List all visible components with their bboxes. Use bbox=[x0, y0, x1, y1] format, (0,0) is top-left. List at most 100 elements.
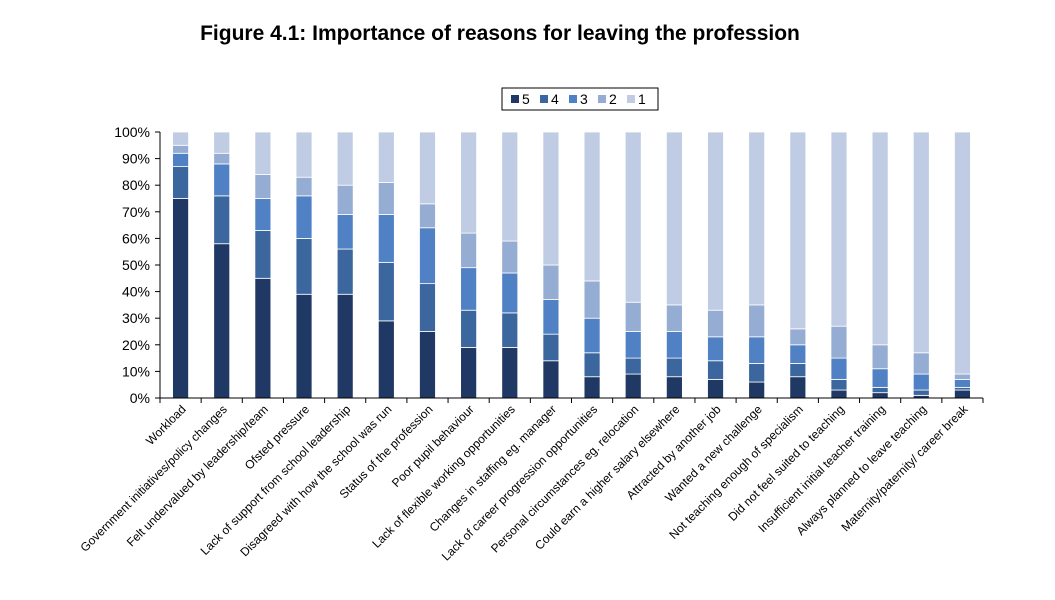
bar-segment-3 bbox=[707, 336, 724, 362]
bar-segment-4 bbox=[254, 230, 272, 279]
bar-segment-3 bbox=[501, 272, 519, 314]
bar-stack bbox=[624, 131, 642, 399]
bar-segment-3 bbox=[912, 373, 930, 391]
y-tick-label: 20% bbox=[122, 337, 150, 353]
bar-stack bbox=[460, 131, 478, 399]
bar-segment-3 bbox=[583, 317, 601, 354]
x-category-label: Could earn a higher salary elsewhere bbox=[532, 402, 683, 553]
bar-segment-5 bbox=[377, 320, 395, 399]
bar-segment-2 bbox=[912, 352, 930, 375]
bar-segment-5 bbox=[830, 389, 848, 399]
bar-segment-1 bbox=[707, 131, 724, 311]
bar-segment-3 bbox=[295, 195, 313, 239]
bar-segment-1 bbox=[789, 131, 807, 330]
bar-segment-2 bbox=[954, 373, 971, 380]
bar-segment-4 bbox=[583, 352, 601, 378]
bar-stack bbox=[871, 131, 889, 399]
bar-segment-4 bbox=[748, 363, 766, 383]
legend-swatch-4 bbox=[540, 95, 548, 103]
bar-segment-1 bbox=[748, 131, 766, 306]
bar-segment-1 bbox=[336, 131, 354, 186]
legend-label-4: 4 bbox=[551, 91, 559, 107]
bar-segment-4 bbox=[830, 378, 848, 391]
legend-label-1: 1 bbox=[638, 91, 646, 107]
y-tick-label: 100% bbox=[114, 124, 150, 140]
x-category-label: Disagreed with how the school was run bbox=[237, 402, 394, 559]
bar-segment-1 bbox=[172, 131, 189, 146]
bar-segment-3 bbox=[830, 357, 848, 380]
x-category-label: Government initiatives/policy changes bbox=[78, 402, 230, 554]
bar-stack bbox=[419, 131, 436, 399]
bar-segment-2 bbox=[789, 328, 807, 346]
bar-segment-4 bbox=[460, 309, 478, 348]
bar-segment-4 bbox=[213, 195, 231, 245]
legend-label-3: 3 bbox=[580, 91, 588, 107]
bar-stack bbox=[954, 131, 971, 399]
bars bbox=[172, 131, 971, 399]
bar-segment-2 bbox=[665, 304, 683, 332]
bar-segment-4 bbox=[336, 248, 354, 295]
bar-segment-4 bbox=[624, 357, 642, 375]
legend-label-2: 2 bbox=[609, 91, 617, 107]
bar-segment-4 bbox=[501, 312, 519, 348]
bar-segment-4 bbox=[789, 363, 807, 378]
bar-segment-2 bbox=[871, 344, 889, 370]
bar-segment-2 bbox=[460, 232, 478, 269]
bar-segment-2 bbox=[336, 184, 354, 215]
bar-stack bbox=[377, 131, 395, 399]
bar-segment-1 bbox=[295, 131, 313, 178]
legend-swatch-1 bbox=[627, 95, 635, 103]
bar-segment-3 bbox=[419, 227, 436, 285]
y-tick-label: 90% bbox=[122, 151, 150, 167]
y-axis: 0% 10% 20% 30% 40% 50% 60% 70% 80% 90% 100% bbox=[114, 124, 161, 406]
bar-segment-2 bbox=[583, 280, 601, 319]
legend-box bbox=[501, 87, 659, 111]
bar-segment-4 bbox=[172, 166, 189, 199]
bar-segment-3 bbox=[460, 267, 478, 311]
bar-stack bbox=[830, 131, 848, 399]
bar-segment-4 bbox=[377, 261, 395, 322]
bar-segment-3 bbox=[871, 368, 889, 388]
bar-segment-1 bbox=[213, 131, 231, 154]
bar-stack bbox=[583, 131, 601, 399]
legend-swatch-5 bbox=[511, 95, 519, 103]
bar-segment-4 bbox=[871, 386, 889, 394]
bar-segment-2 bbox=[707, 309, 724, 338]
bar-segment-5 bbox=[172, 198, 189, 399]
bar-stack bbox=[501, 131, 519, 399]
bar-segment-5 bbox=[501, 347, 519, 399]
y-tick-label: 70% bbox=[122, 204, 150, 220]
legend-swatch-2 bbox=[598, 95, 606, 103]
bar-segment-1 bbox=[377, 131, 395, 183]
bar-stack bbox=[254, 131, 272, 399]
bar-segment-2 bbox=[254, 174, 272, 199]
bar-segment-2 bbox=[542, 264, 560, 300]
bar-segment-5 bbox=[583, 376, 601, 399]
bar-stack bbox=[542, 131, 560, 399]
x-category-label: Lack of career progression opportunities bbox=[439, 402, 600, 563]
bar-segment-2 bbox=[624, 301, 642, 332]
bar-segment-3 bbox=[665, 331, 683, 359]
bar-segment-1 bbox=[583, 131, 601, 282]
bar-segment-1 bbox=[871, 131, 889, 346]
x-category-label: Lack of support from school leadership bbox=[198, 402, 354, 558]
bar-segment-5 bbox=[624, 373, 642, 399]
bar-segment-2 bbox=[172, 144, 189, 154]
legend-label-5: 5 bbox=[522, 91, 530, 107]
bar-segment-5 bbox=[542, 360, 560, 399]
bar-segment-3 bbox=[213, 163, 231, 197]
y-tick-label: 30% bbox=[122, 310, 150, 326]
bar-segment-5 bbox=[295, 293, 313, 399]
y-tick-label: 60% bbox=[122, 230, 150, 246]
bar-segment-3 bbox=[254, 198, 272, 231]
bar-segment-4 bbox=[707, 360, 724, 380]
bar-segment-2 bbox=[748, 304, 766, 338]
bar-segment-5 bbox=[336, 293, 354, 399]
bar-segment-1 bbox=[254, 131, 272, 175]
bar-segment-2 bbox=[419, 203, 436, 229]
bar-segment-1 bbox=[624, 131, 642, 303]
bar-segment-1 bbox=[419, 131, 436, 205]
x-category-label: Personal circumstances eg. relocation bbox=[488, 402, 641, 555]
